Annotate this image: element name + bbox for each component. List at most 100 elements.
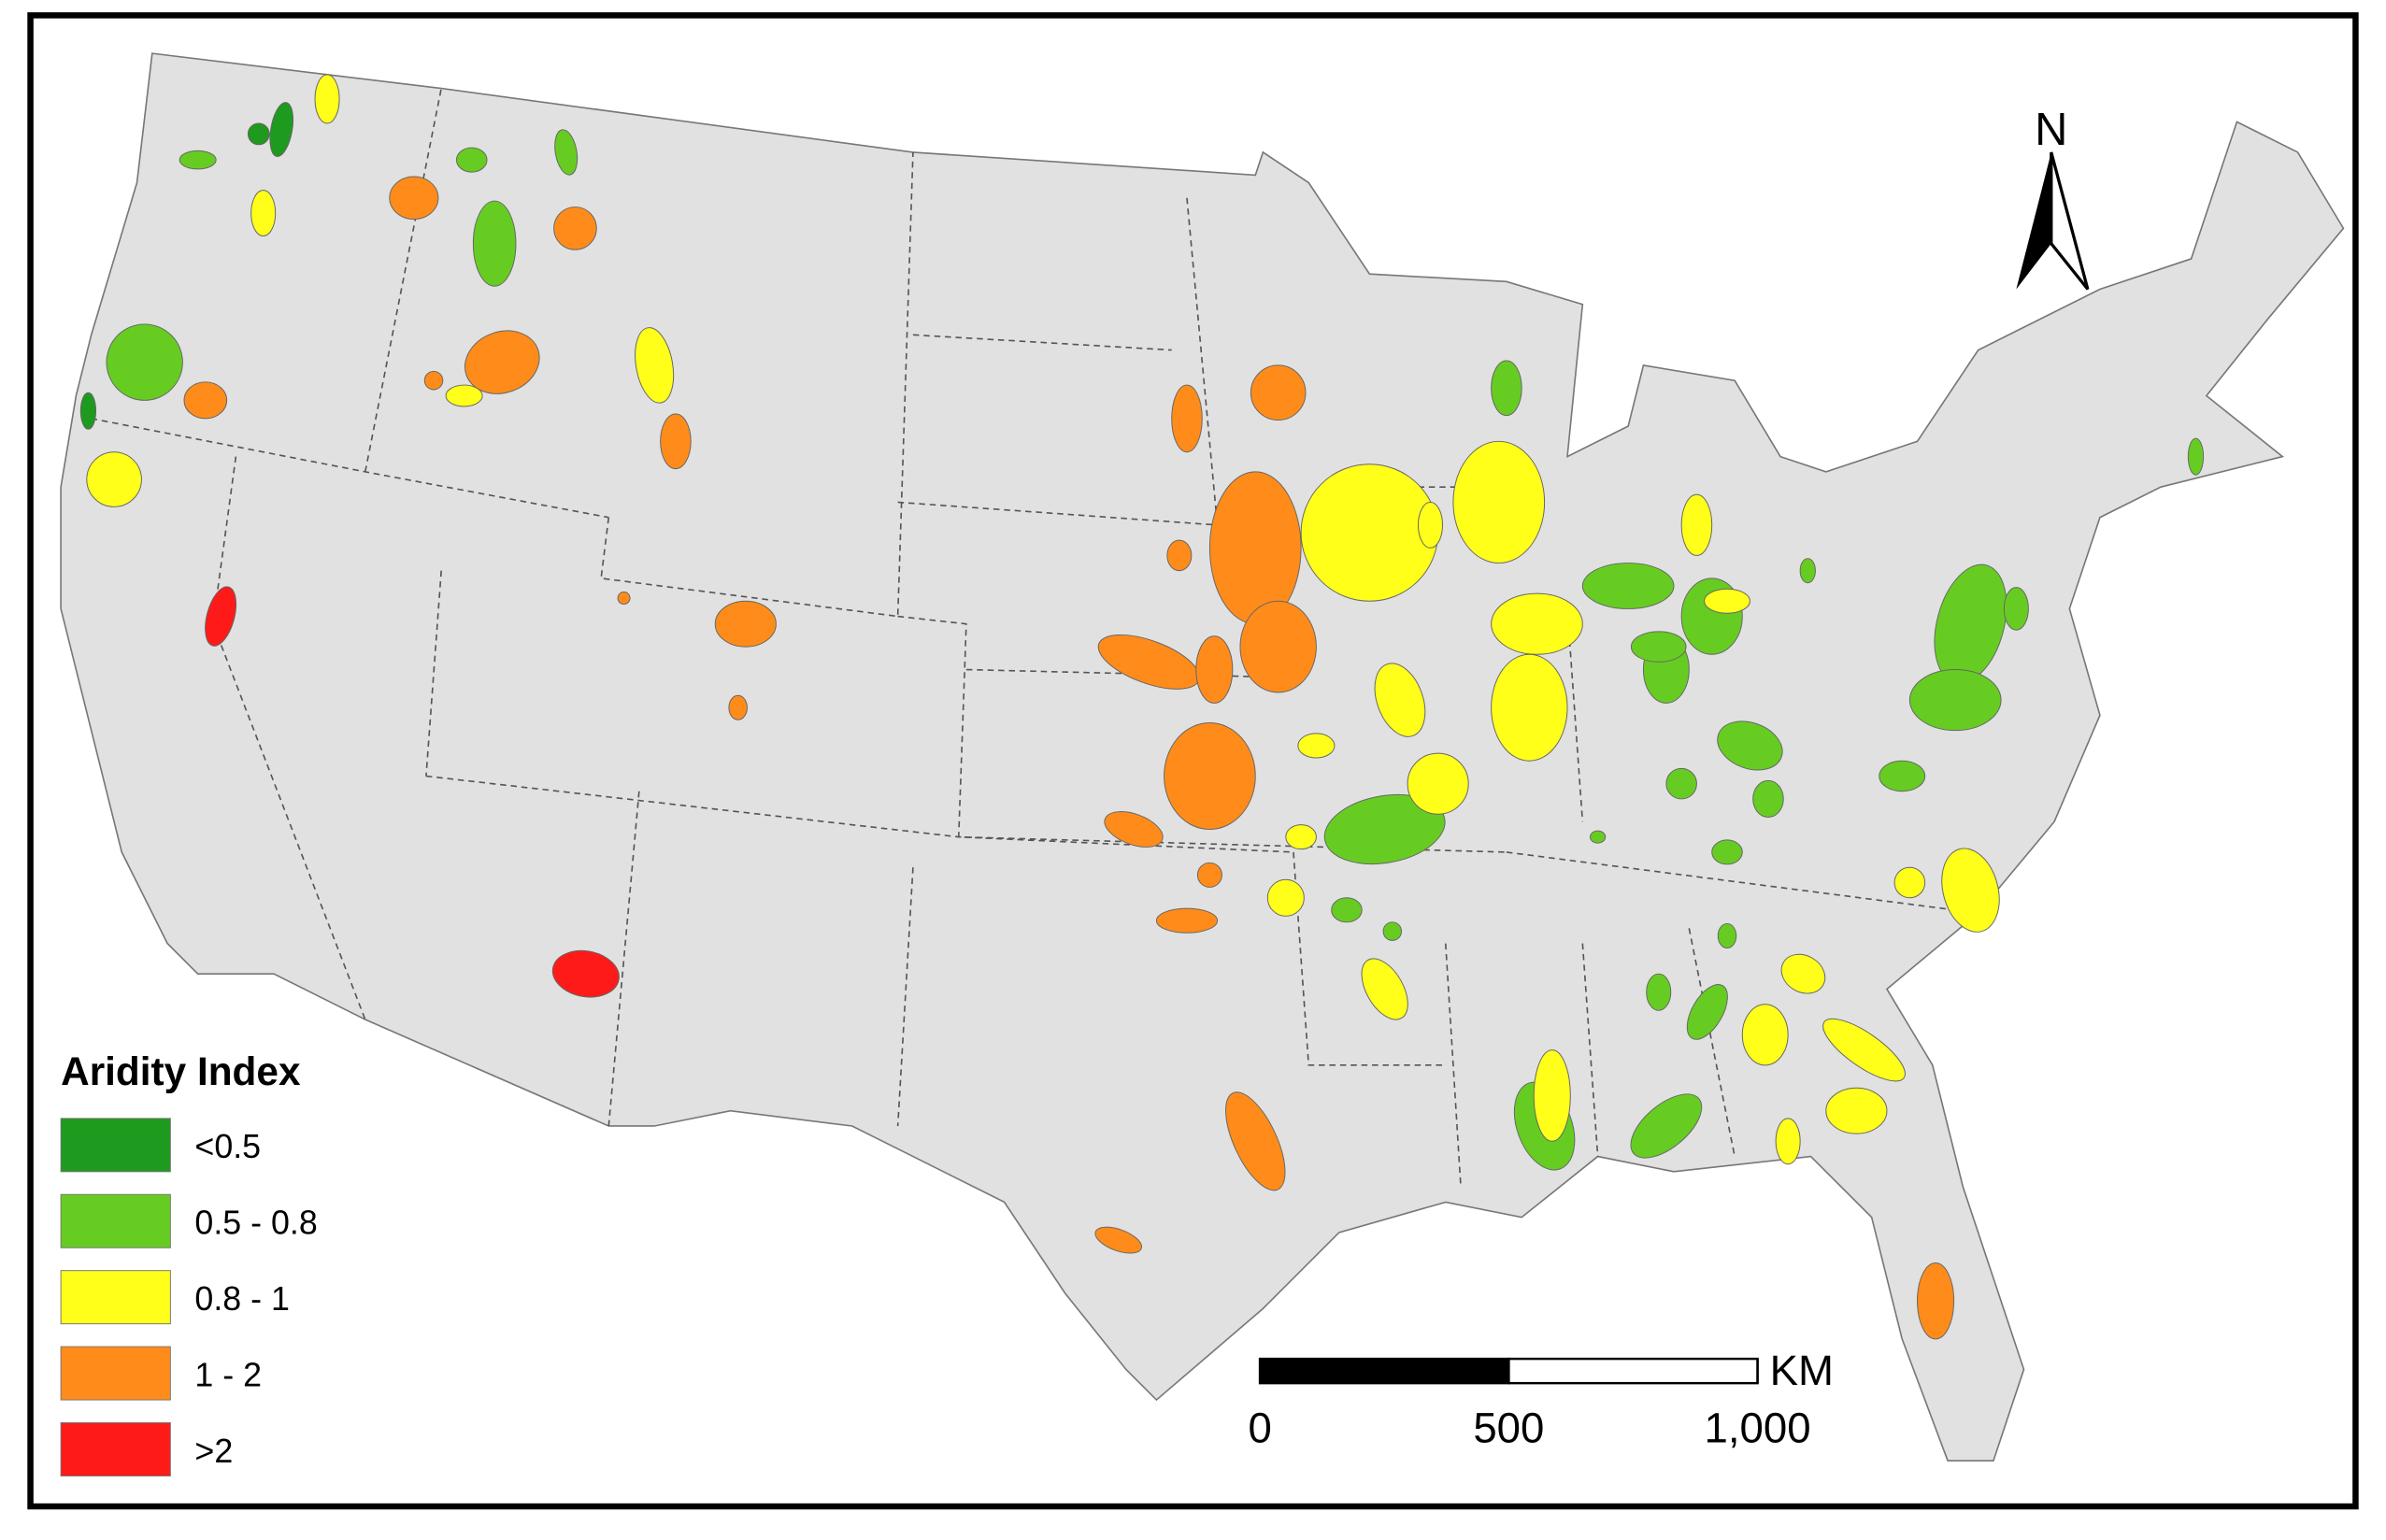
basin — [1533, 1049, 1571, 1142]
basin — [205, 586, 237, 647]
basin — [1491, 360, 1522, 417]
basin — [1452, 440, 1546, 564]
legend-swatch — [60, 1422, 171, 1476]
basin — [1680, 493, 1713, 556]
basin — [660, 413, 692, 470]
basin — [1361, 958, 1408, 1020]
basin — [1630, 631, 1687, 663]
basin — [1893, 866, 1926, 899]
north-label: N — [2035, 105, 2067, 155]
basin — [714, 600, 777, 648]
basin — [472, 200, 517, 287]
basin — [1094, 1226, 1142, 1254]
scale-label: 500 — [1473, 1405, 1544, 1452]
basin — [1225, 1091, 1286, 1191]
basin — [617, 592, 631, 606]
basin — [250, 190, 277, 236]
basin — [455, 147, 488, 173]
basin — [1491, 592, 1583, 655]
basin — [1941, 848, 2000, 933]
basin — [314, 74, 340, 124]
legend-title: Aridity Index — [61, 1049, 301, 1093]
basin — [86, 451, 142, 507]
basin — [1104, 811, 1164, 848]
basin — [389, 176, 439, 221]
basin — [1250, 364, 1307, 421]
basin — [1711, 839, 1743, 865]
basin — [1300, 463, 1439, 602]
state-borders — [91, 88, 1979, 1188]
basin — [1195, 635, 1234, 704]
basin — [269, 102, 294, 157]
basin — [445, 384, 483, 407]
basin — [1704, 588, 1750, 614]
legend-swatch — [60, 1270, 171, 1325]
basin — [2003, 587, 2029, 631]
basin — [1581, 563, 1675, 609]
basin — [1630, 1093, 1703, 1159]
legend-swatch — [60, 1193, 171, 1248]
legend-label: >2 — [194, 1433, 233, 1470]
basin — [247, 122, 270, 146]
basin — [1155, 907, 1219, 934]
scale-unit: KM — [1770, 1347, 1834, 1394]
basin — [1589, 830, 1607, 844]
basin — [1417, 501, 1444, 549]
basin — [1780, 953, 1826, 994]
basin — [1297, 733, 1336, 759]
basin — [1196, 862, 1222, 888]
basin — [1285, 824, 1317, 850]
basin — [1171, 384, 1203, 453]
basin — [183, 381, 228, 420]
basin — [1323, 793, 1446, 865]
basin — [1822, 1018, 1906, 1082]
legend-label: 0.5 - 0.8 — [194, 1205, 317, 1242]
basin — [1331, 897, 1363, 923]
basin — [1717, 922, 1737, 948]
basin — [464, 330, 540, 394]
basin — [1686, 984, 1728, 1040]
basin — [1917, 1262, 1955, 1340]
scale-bar: 0 500 1,000 KM — [1248, 1347, 1833, 1452]
basin — [635, 327, 675, 404]
legend: <0.5 0.5 - 0.8 0.8 - 1 1 - 2 >2 — [60, 1118, 318, 1476]
basin — [1741, 1004, 1789, 1066]
basin — [1825, 1087, 1888, 1134]
basin — [728, 694, 748, 720]
legend-swatch — [60, 1346, 171, 1401]
basin — [551, 949, 620, 998]
basin — [1752, 779, 1784, 818]
legend-label: 0.8 - 1 — [194, 1280, 290, 1318]
basin — [1266, 878, 1305, 917]
basin — [423, 370, 444, 391]
basin — [1646, 973, 1672, 1011]
basin — [1374, 663, 1426, 737]
basin — [179, 150, 217, 170]
basin — [1382, 921, 1403, 941]
scale-segment — [1507, 1357, 1759, 1385]
basin — [1799, 558, 1816, 584]
legend-swatch — [60, 1118, 171, 1173]
basin — [553, 207, 597, 250]
basin — [554, 129, 579, 176]
basin — [2187, 437, 2205, 476]
legend-label: 1 - 2 — [194, 1356, 262, 1393]
basin — [1166, 539, 1193, 572]
basin — [1665, 767, 1697, 800]
basin — [1908, 669, 2002, 732]
basin — [79, 392, 97, 430]
basin — [1239, 600, 1317, 693]
basin — [1775, 1118, 1801, 1165]
scale-label: 1,000 — [1705, 1405, 1811, 1452]
basin — [1407, 752, 1469, 815]
scale-label: 0 — [1248, 1405, 1271, 1452]
basin — [1717, 720, 1783, 771]
basins — [79, 74, 2205, 1340]
basin — [1208, 471, 1302, 625]
basin — [1164, 722, 1256, 830]
scale-segment — [1258, 1357, 1510, 1385]
basin — [1879, 760, 1926, 792]
basin — [1491, 653, 1568, 762]
